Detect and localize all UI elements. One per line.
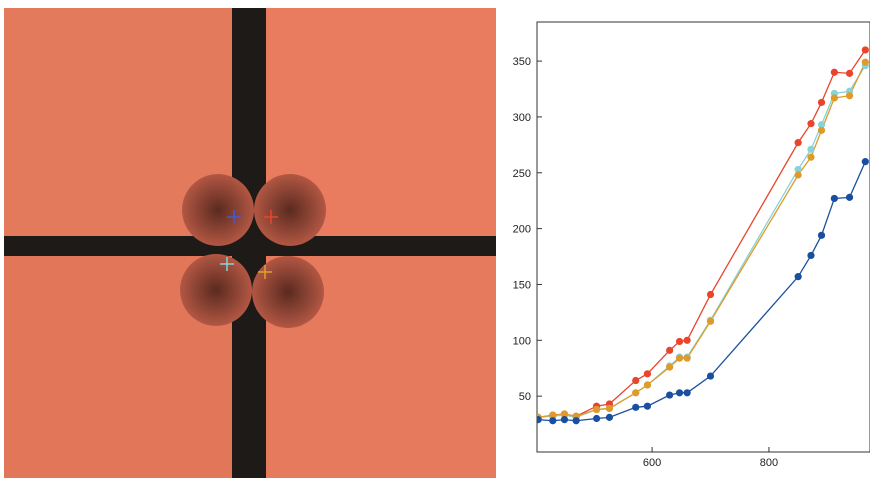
data-point <box>684 355 691 362</box>
data-point <box>807 154 814 161</box>
page: 50100150200250300350600800 (() => { cons… <box>0 0 870 485</box>
data-point <box>666 364 673 371</box>
data-point <box>684 389 691 396</box>
data-point <box>846 70 853 77</box>
y-tick-label: 350 <box>513 56 531 68</box>
data-point <box>666 391 673 398</box>
data-point <box>818 99 825 106</box>
data-point <box>666 347 673 354</box>
data-point <box>593 406 600 413</box>
data-point <box>632 389 639 396</box>
data-point <box>644 403 651 410</box>
data-point <box>707 372 714 379</box>
data-point <box>846 92 853 99</box>
data-point <box>676 338 683 345</box>
data-point <box>807 120 814 127</box>
data-point <box>707 318 714 325</box>
gap <box>4 236 496 256</box>
data-point <box>818 232 825 239</box>
data-point <box>644 381 651 388</box>
data-point <box>549 417 556 424</box>
data-point <box>535 416 542 423</box>
y-tick-label: 150 <box>513 279 531 291</box>
figure: 50 100 150 200 250 300 350 600 800 <box>0 0 870 480</box>
data-point <box>862 59 869 66</box>
x-tick-label: 600 <box>643 457 661 469</box>
data-point <box>831 69 838 76</box>
y-tick-label: 50 <box>519 391 531 403</box>
data-point <box>807 252 814 259</box>
y-tick-label: 200 <box>513 224 531 236</box>
y-tick-label: 250 <box>513 168 531 180</box>
data-point <box>795 139 802 146</box>
data-point <box>684 337 691 344</box>
data-point <box>561 416 568 423</box>
data-point <box>707 291 714 298</box>
data-point <box>831 195 838 202</box>
data-point <box>795 171 802 178</box>
data-point <box>676 355 683 362</box>
data-point <box>644 370 651 377</box>
data-point <box>593 415 600 422</box>
x-tick-label: 800 <box>760 457 778 469</box>
data-point <box>831 94 838 101</box>
data-point <box>862 46 869 53</box>
y-tick-label: 100 <box>513 335 531 347</box>
data-point <box>632 404 639 411</box>
data-point <box>862 158 869 165</box>
micrograph <box>4 8 496 478</box>
data-point <box>676 389 683 396</box>
data-point <box>807 146 814 153</box>
data-point <box>573 417 580 424</box>
lobe <box>252 256 324 328</box>
data-point <box>606 405 613 412</box>
data-point <box>846 194 853 201</box>
lobe <box>182 174 254 246</box>
data-point <box>795 273 802 280</box>
data-point <box>632 377 639 384</box>
data-point <box>818 127 825 134</box>
lobe <box>180 254 252 326</box>
lobe <box>254 174 326 246</box>
y-tick-label: 300 <box>513 112 531 124</box>
data-point <box>606 414 613 421</box>
